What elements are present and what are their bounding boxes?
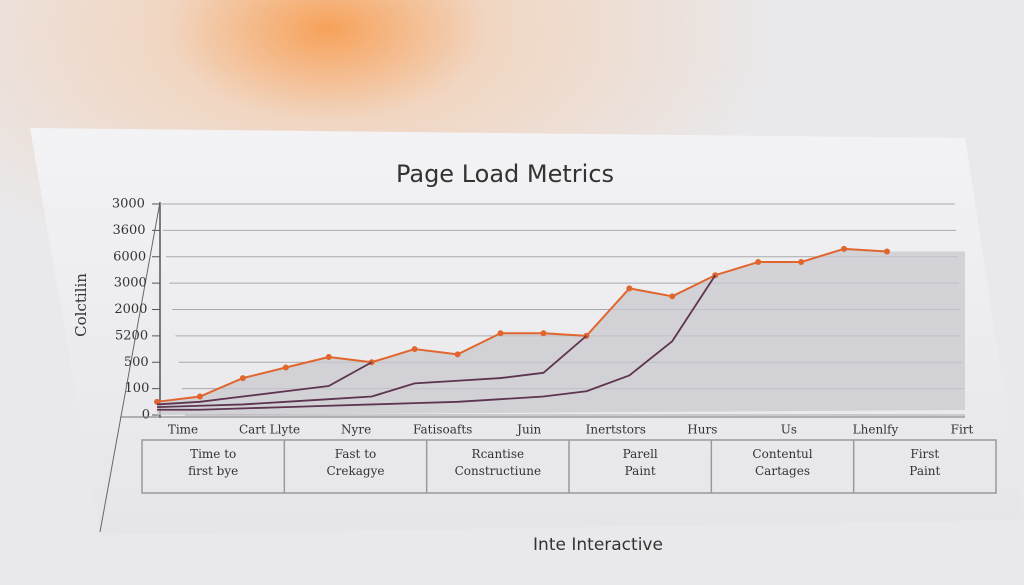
- y-tick-label: 0: [142, 408, 150, 423]
- marker: [239, 375, 246, 382]
- marker: [154, 398, 160, 405]
- table-cell-label: Parell Paint: [623, 447, 658, 478]
- marker: [841, 245, 848, 252]
- area: [157, 248, 965, 415]
- marker: [411, 346, 418, 353]
- x-axis-label: Inte Interactive: [533, 535, 663, 555]
- chart-title: Page Load Metrics: [396, 160, 614, 188]
- y-tick-label: 3000: [112, 197, 145, 212]
- line: [156, 247, 888, 403]
- marker: [196, 393, 203, 400]
- table-cell-line: Constructiune: [455, 464, 542, 478]
- table-cell-line: Contentul: [752, 447, 812, 461]
- table-cell-line: Rcantise: [472, 447, 525, 461]
- x-tick-label: Lhenlfy: [853, 423, 899, 437]
- x-tick-label: Juin: [515, 423, 541, 437]
- y-tick-label: 500: [124, 355, 149, 370]
- x-tick-label: Nyre: [341, 423, 371, 437]
- y-tick-label: 2000: [114, 302, 147, 317]
- table-cell-line: Crekagye: [326, 464, 384, 478]
- table-cell-label: First Paint: [909, 447, 940, 478]
- marker: [669, 293, 676, 300]
- table-cell-line: Paint: [909, 464, 940, 478]
- x-tick-label: Hurs: [687, 423, 717, 437]
- table-cell-label: Contentul Cartages: [752, 447, 812, 478]
- table-cell-line: first bye: [188, 464, 238, 478]
- x-tick-label: Firt: [951, 423, 974, 437]
- table-cell-line: Time to: [190, 447, 236, 461]
- marker: [497, 330, 504, 337]
- x-tick-label: Cart Llyte: [239, 423, 300, 437]
- x-tick-label: Inertstors: [586, 423, 646, 437]
- table-cell-line: Cartages: [755, 464, 810, 478]
- line: [156, 335, 587, 408]
- table-cell-line: First: [910, 447, 939, 461]
- line: [157, 274, 716, 411]
- marker: [282, 364, 289, 371]
- x-tick-label: Us: [781, 423, 797, 437]
- y-tick-label: 5200: [115, 328, 148, 343]
- table-cell-line: Parell: [623, 447, 658, 461]
- table-cell-label: Rcantise Constructiune: [455, 447, 542, 478]
- y-axis-label: Colctilin: [72, 273, 90, 337]
- x-tick-label: Time: [168, 423, 198, 437]
- paper: [30, 128, 1024, 535]
- table-cell-label: Fast to Crekagye: [326, 447, 384, 478]
- table-cell-line: Paint: [625, 464, 656, 478]
- marker: [454, 351, 461, 358]
- y-tick-label: 3600: [112, 223, 145, 238]
- table-cell-line: Fast to: [335, 447, 377, 461]
- marker: [626, 285, 633, 292]
- line: [156, 361, 373, 406]
- y-tick-label: 3000: [114, 276, 147, 291]
- marker: [798, 259, 805, 266]
- x-tick-label: Fatisoafts: [413, 423, 472, 437]
- y-tick-label: 100: [125, 381, 150, 396]
- table-cell-label: Time to first bye: [188, 447, 238, 478]
- paper-edge: [99, 201, 161, 533]
- marker: [884, 248, 890, 255]
- marker: [755, 259, 762, 266]
- marker: [325, 353, 332, 360]
- marker: [540, 330, 547, 337]
- y-tick-label: 6000: [113, 249, 146, 264]
